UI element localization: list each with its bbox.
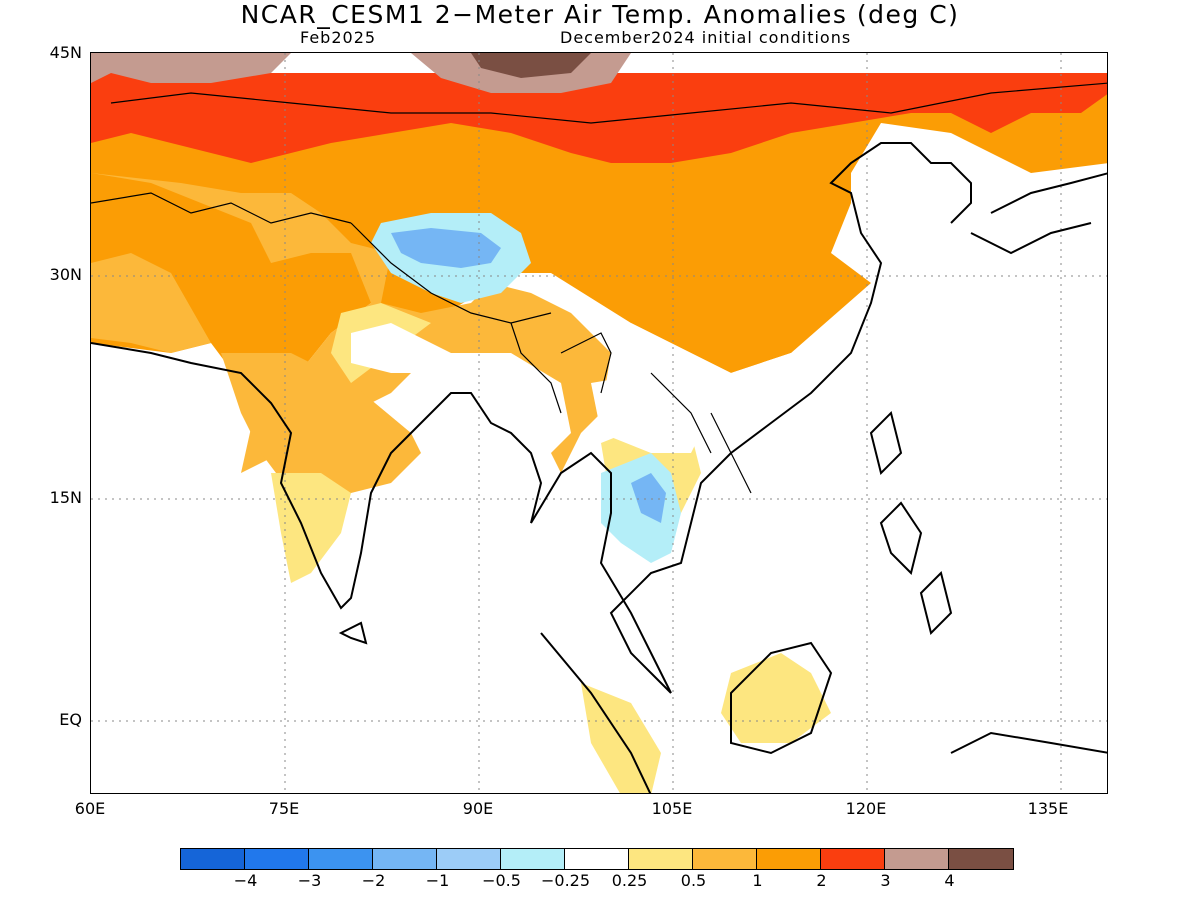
forecast-month-label: Feb2025 xyxy=(300,28,377,47)
colorbar-label-1: −3 xyxy=(297,871,322,890)
init-conditions-label: December2024 initial conditions xyxy=(560,28,852,47)
colorbar-swatch-8 xyxy=(693,849,757,869)
colorbar-swatch-12 xyxy=(949,849,1013,869)
colorbar-swatch-4 xyxy=(437,849,501,869)
chart-title: NCAR_CESM1 2−Meter Air Temp. Anomalies (… xyxy=(240,0,960,29)
colorbar-label-6: 0.25 xyxy=(611,871,648,890)
anomaly-field-4plus xyxy=(471,53,591,78)
colorbar-label-3: −1 xyxy=(425,871,450,890)
country-borders xyxy=(91,82,1107,494)
anomaly-field-near-zero-sea xyxy=(591,373,711,453)
lon-label-75e: 75E xyxy=(268,799,300,818)
lat-label-eq: EQ xyxy=(59,710,82,729)
anomaly-field-1to2 xyxy=(91,73,1107,383)
coastlines xyxy=(91,142,1107,793)
colorbar-label-5: −0.25 xyxy=(540,871,591,890)
colorbar xyxy=(180,848,1014,870)
colorbar-swatch-5 xyxy=(501,849,565,869)
colorbar-swatch-10 xyxy=(821,849,885,869)
anomaly-field-near-zero-india xyxy=(351,323,451,373)
anomaly-field-2to3 xyxy=(91,73,1107,163)
colorbar-label-4: −0.5 xyxy=(482,871,521,890)
lon-label-90e: 90E xyxy=(462,799,494,818)
colorbar-label-9: 2 xyxy=(816,871,827,890)
anomaly-field-colder-indochina xyxy=(631,473,666,523)
colorbar-swatch-1 xyxy=(245,849,309,869)
map-canvas xyxy=(91,53,1107,793)
lon-label-135e: 135E xyxy=(1027,799,1069,818)
lat-label-30n: 30N xyxy=(49,265,82,284)
anomaly-field-0p5to1-b xyxy=(91,253,211,353)
colorbar-label-11: 4 xyxy=(944,871,955,890)
anomaly-field-3to4 xyxy=(91,53,291,83)
lon-label-105e: 105E xyxy=(651,799,693,818)
colorbar-label-7: 0.5 xyxy=(680,871,707,890)
lat-label-45n: 45N xyxy=(49,43,82,62)
colorbar-swatch-7 xyxy=(629,849,693,869)
colorbar-swatch-11 xyxy=(885,849,949,869)
anomaly-field-0p25to0p5-india xyxy=(271,473,351,583)
colorbar-swatch-6 xyxy=(565,849,629,869)
colorbar-label-8: 1 xyxy=(752,871,763,890)
colorbar-swatch-0 xyxy=(181,849,245,869)
lon-label-120e: 120E xyxy=(845,799,887,818)
colorbar-label-0: −4 xyxy=(233,871,258,890)
anomaly-field-colder-tibet xyxy=(391,228,501,268)
colorbar-label-10: 3 xyxy=(880,871,891,890)
anomaly-field-0p5to1-india xyxy=(221,353,421,523)
colorbar-swatch-2 xyxy=(309,849,373,869)
anomaly-map xyxy=(90,52,1108,794)
colorbar-swatch-9 xyxy=(757,849,821,869)
lon-label-60e: 60E xyxy=(74,799,106,818)
colorbar-swatch-3 xyxy=(373,849,437,869)
anomaly-field-0p25to0p5-borneo xyxy=(721,653,831,743)
lat-label-15n: 15N xyxy=(49,488,82,507)
colorbar-label-2: −2 xyxy=(361,871,386,890)
